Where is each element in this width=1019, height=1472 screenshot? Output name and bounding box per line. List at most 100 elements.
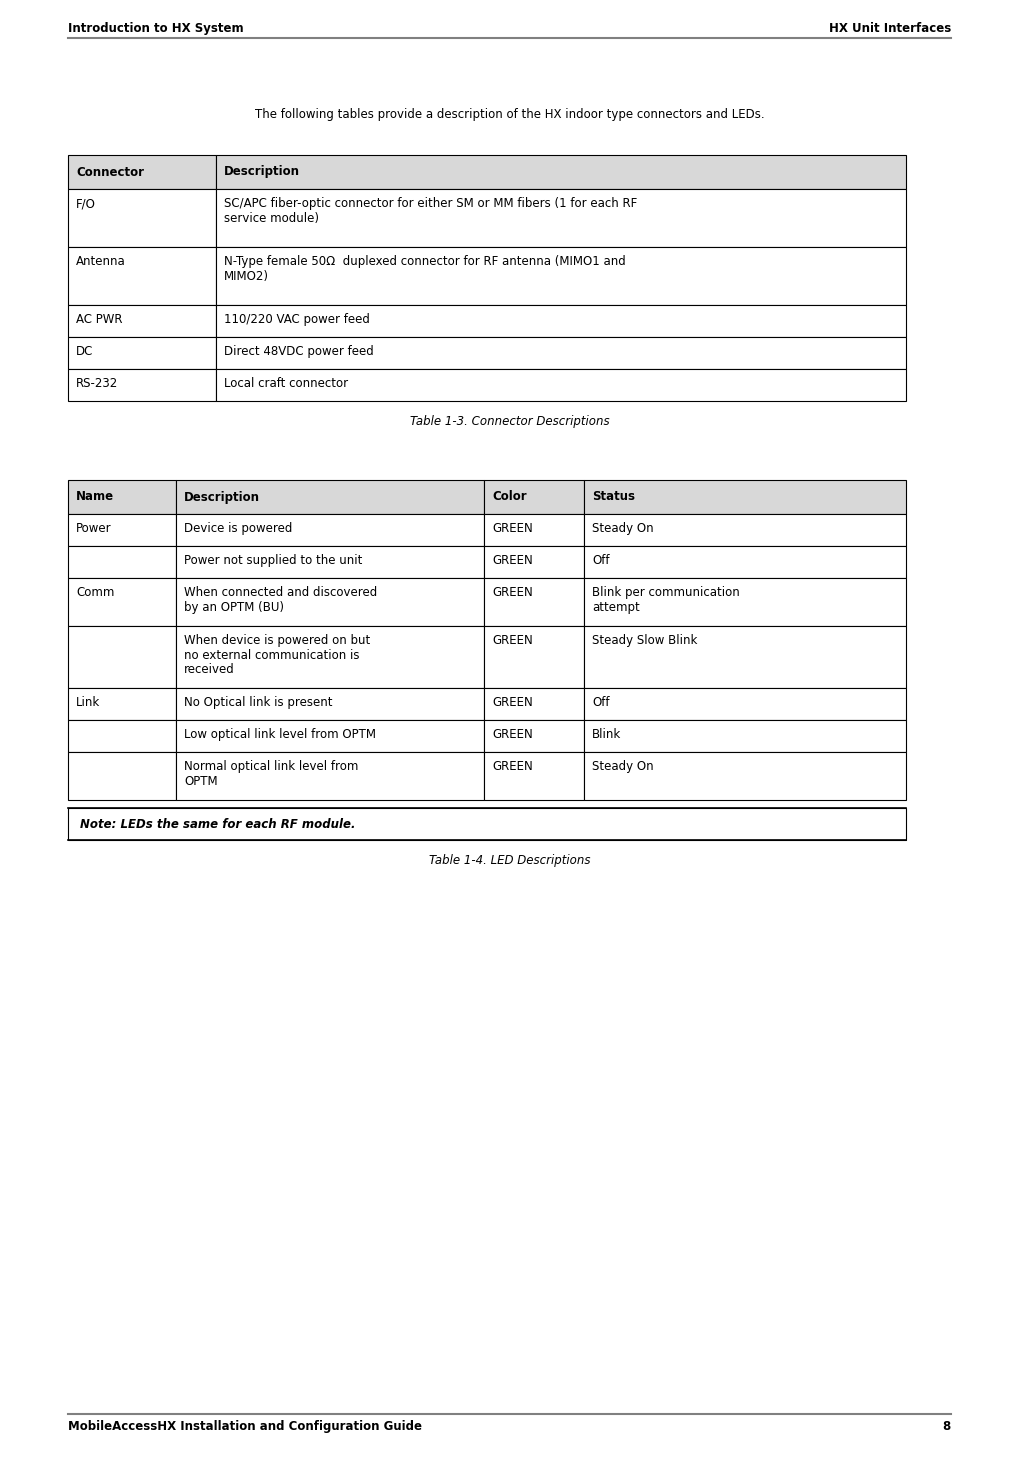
Text: GREEN: GREEN [492,586,533,599]
Text: Link: Link [76,696,100,710]
Text: N-Type female 50Ω  duplexed connector for RF antenna (MIMO1 and: N-Type female 50Ω duplexed connector for… [224,255,626,268]
Text: AC PWR: AC PWR [76,314,122,327]
Bar [68,337,216,369]
Text: Blink: Blink [592,729,622,742]
Text: When connected and discovered: When connected and discovered [184,586,377,599]
Text: Connector: Connector [76,165,144,178]
Text: Introduction to HX System: Introduction to HX System [68,22,244,35]
Bar [68,720,176,752]
Text: Antenna: Antenna [76,255,125,268]
Bar [68,626,176,687]
Text: No Optical link is present: No Optical link is present [184,696,332,710]
Bar [216,155,906,188]
Text: Note: LEDs the same for each RF module.: Note: LEDs the same for each RF module. [81,817,356,830]
Bar [484,480,584,514]
Text: MobileAccessHX Installation and Configuration Guide: MobileAccessHX Installation and Configur… [68,1420,422,1434]
Bar [68,578,176,626]
Text: GREEN: GREEN [492,696,533,710]
Bar [68,369,216,400]
Text: Local craft connector: Local craft connector [224,377,348,390]
Text: The following tables provide a description of the HX indoor type connectors and : The following tables provide a descripti… [255,107,764,121]
Bar [484,626,584,687]
Bar [584,626,906,687]
Bar [584,480,906,514]
Text: GREEN: GREEN [492,634,533,648]
Bar [484,720,584,752]
Text: Description: Description [184,490,260,503]
Text: Blink per communication: Blink per communication [592,586,740,599]
Bar [216,337,906,369]
Bar [584,752,906,799]
Text: 8: 8 [943,1420,951,1434]
Bar [68,155,216,188]
Text: no external communication is: no external communication is [184,649,360,662]
Text: Steady On: Steady On [592,523,653,536]
Bar [176,514,484,546]
Text: Status: Status [592,490,635,503]
Text: RS-232: RS-232 [76,377,118,390]
Text: service module): service module) [224,212,319,225]
Bar [68,687,176,720]
Bar [176,480,484,514]
Text: 110/220 VAC power feed: 110/220 VAC power feed [224,314,370,327]
Text: GREEN: GREEN [492,729,533,742]
Bar [68,514,176,546]
Text: Direct 48VDC power feed: Direct 48VDC power feed [224,346,374,358]
Text: received: received [184,664,234,676]
Text: Off: Off [592,555,609,567]
Bar [68,808,906,841]
Bar [68,305,216,337]
Text: Table 1-4. LED Descriptions: Table 1-4. LED Descriptions [429,854,590,867]
Text: OPTM: OPTM [184,774,218,788]
Bar [216,305,906,337]
Bar [584,720,906,752]
Text: Color: Color [492,490,527,503]
Bar [176,720,484,752]
Text: Device is powered: Device is powered [184,523,292,536]
Text: Description: Description [224,165,300,178]
Text: SC/APC fiber-optic connector for either SM or MM fibers (1 for each RF: SC/APC fiber-optic connector for either … [224,197,637,210]
Text: Power not supplied to the unit: Power not supplied to the unit [184,555,363,567]
Bar [484,546,584,578]
Bar [484,578,584,626]
Bar [176,626,484,687]
Bar [216,247,906,305]
Bar [68,752,176,799]
Bar [484,687,584,720]
Bar [176,687,484,720]
Text: Comm: Comm [76,586,114,599]
Text: attempt: attempt [592,601,640,614]
Bar [484,752,584,799]
Bar [176,578,484,626]
Bar [216,188,906,247]
Bar [484,514,584,546]
Text: GREEN: GREEN [492,523,533,536]
Text: Steady On: Steady On [592,761,653,773]
Text: Power: Power [76,523,112,536]
Text: Steady Slow Blink: Steady Slow Blink [592,634,697,648]
Text: GREEN: GREEN [492,761,533,773]
Text: HX Unit Interfaces: HX Unit Interfaces [828,22,951,35]
Text: When device is powered on but: When device is powered on but [184,634,370,648]
Text: Off: Off [592,696,609,710]
Text: Normal optical link level from: Normal optical link level from [184,761,359,773]
Text: Name: Name [76,490,114,503]
Bar [584,514,906,546]
Bar [216,369,906,400]
Text: Table 1-3. Connector Descriptions: Table 1-3. Connector Descriptions [410,415,609,428]
Text: F/O: F/O [76,197,96,210]
Bar [584,578,906,626]
Bar [584,687,906,720]
Text: DC: DC [76,346,94,358]
Text: MIMO2): MIMO2) [224,269,269,283]
Bar [68,188,216,247]
Bar [584,546,906,578]
Text: by an OPTM (BU): by an OPTM (BU) [184,601,284,614]
Bar [176,546,484,578]
Bar [68,546,176,578]
Bar [68,247,216,305]
Text: Low optical link level from OPTM: Low optical link level from OPTM [184,729,376,742]
Bar [68,480,176,514]
Bar [176,752,484,799]
Text: GREEN: GREEN [492,555,533,567]
